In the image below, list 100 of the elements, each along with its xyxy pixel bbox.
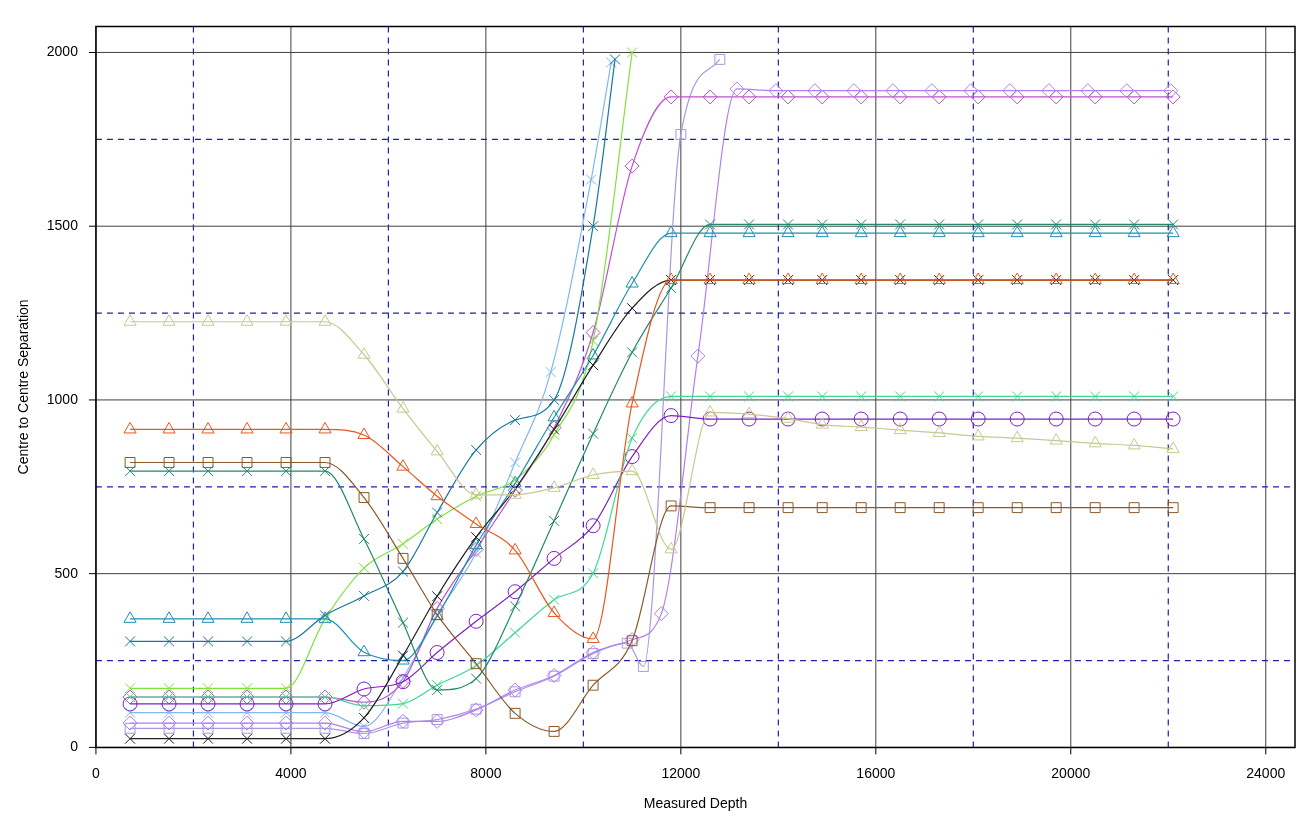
point <box>124 733 136 745</box>
point <box>931 89 947 105</box>
point <box>932 425 946 437</box>
point <box>200 715 216 731</box>
x-tick-label: 4000 <box>275 764 307 781</box>
point <box>931 411 947 427</box>
point <box>1049 225 1063 238</box>
point <box>704 502 716 514</box>
point <box>933 502 945 514</box>
point <box>704 219 716 230</box>
point <box>893 422 907 435</box>
point <box>163 733 175 745</box>
point <box>430 488 444 501</box>
point <box>1165 89 1181 105</box>
point <box>585 325 601 341</box>
x-tick-label: 8000 <box>470 764 502 781</box>
point <box>1126 89 1142 105</box>
point <box>240 421 254 434</box>
point <box>972 219 984 230</box>
point <box>781 411 795 423</box>
point <box>741 411 757 427</box>
point <box>853 411 869 427</box>
point <box>548 429 560 441</box>
point <box>702 411 718 427</box>
point <box>933 391 945 402</box>
point <box>663 408 679 424</box>
point <box>970 89 986 105</box>
point <box>202 457 214 468</box>
point <box>703 225 717 238</box>
point <box>663 89 679 105</box>
point <box>202 733 214 745</box>
point <box>626 47 638 58</box>
point <box>280 707 292 719</box>
point <box>431 679 443 691</box>
point <box>1011 391 1023 402</box>
point <box>279 421 293 434</box>
point <box>124 635 136 647</box>
point <box>357 644 371 657</box>
x-axis-title: Measured Depth <box>643 795 748 812</box>
point <box>1126 411 1142 427</box>
point <box>963 83 979 99</box>
point <box>547 409 561 422</box>
point <box>163 682 175 694</box>
point <box>1167 219 1179 230</box>
point <box>1166 225 1180 238</box>
point <box>1010 225 1024 238</box>
y-tick-label: 500 <box>54 564 79 581</box>
point <box>1163 83 1179 99</box>
point <box>395 713 411 729</box>
point <box>743 502 755 514</box>
point <box>972 391 984 402</box>
point <box>431 507 443 518</box>
point <box>509 414 521 426</box>
point <box>1119 83 1135 99</box>
point <box>807 83 823 99</box>
point <box>548 594 560 606</box>
point <box>279 314 293 326</box>
point <box>625 395 639 408</box>
point <box>894 391 906 402</box>
point <box>202 682 214 694</box>
point <box>625 463 639 476</box>
point <box>396 459 410 471</box>
point <box>855 219 867 230</box>
point <box>280 733 292 745</box>
point <box>162 314 176 326</box>
point <box>548 424 560 435</box>
point <box>397 566 409 578</box>
point <box>780 89 796 105</box>
point <box>924 83 940 99</box>
point <box>319 465 331 477</box>
point <box>124 707 136 719</box>
point <box>509 707 521 719</box>
point <box>1167 391 1179 402</box>
point <box>508 542 522 555</box>
point <box>782 219 794 230</box>
y-tick-label: 1000 <box>46 390 79 407</box>
point <box>1048 411 1064 427</box>
y-tick-label: 2000 <box>46 43 79 60</box>
point <box>123 314 137 326</box>
point <box>664 225 678 238</box>
point <box>971 225 985 238</box>
point <box>892 89 908 105</box>
point <box>124 457 136 468</box>
point <box>816 502 828 514</box>
point <box>356 681 372 697</box>
point <box>743 219 755 230</box>
point <box>280 465 292 477</box>
point <box>317 696 333 712</box>
point <box>894 502 906 514</box>
point <box>1127 225 1141 238</box>
point <box>893 225 907 238</box>
point <box>1087 411 1103 427</box>
point <box>123 421 137 434</box>
point <box>469 537 483 550</box>
point <box>704 391 716 402</box>
point <box>397 717 409 729</box>
point <box>816 391 828 402</box>
point <box>280 635 292 647</box>
point <box>241 707 253 719</box>
point <box>509 600 521 612</box>
